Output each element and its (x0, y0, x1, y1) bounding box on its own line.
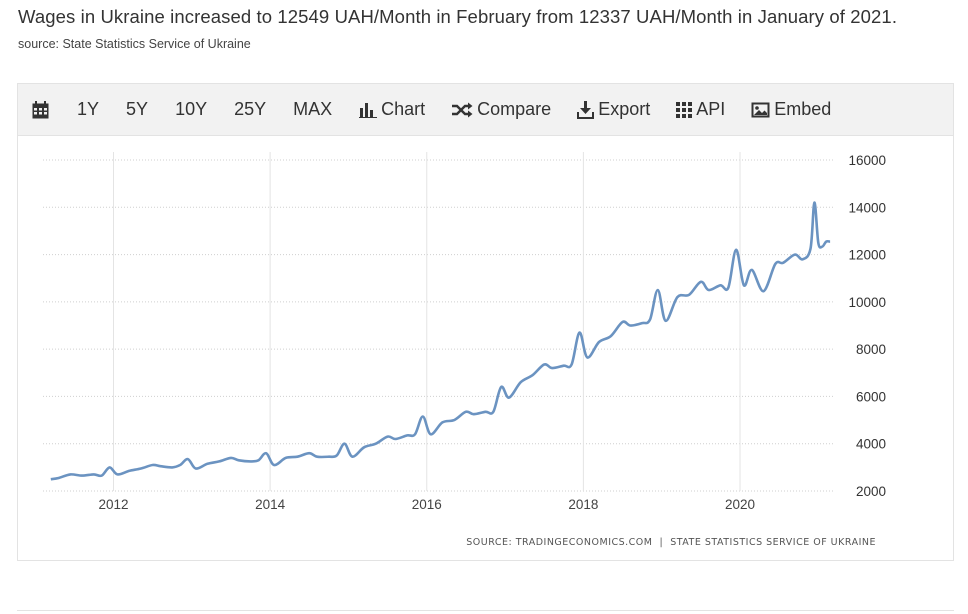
compare-button-label: Compare (477, 99, 552, 119)
chart-button[interactable]: Chart (359, 84, 425, 136)
y-tick-label: 10000 (848, 295, 886, 310)
compare-button[interactable]: Compare (451, 84, 551, 136)
range-25y-button[interactable]: 25Y (234, 99, 267, 119)
y-tick-label: 6000 (856, 389, 886, 404)
line-chart: 16000 14000 12000 10000 8000 6000 4000 2000 2012… (43, 152, 886, 512)
chart-toolbar: 1Y 5Y 10Y 25Y MAX Chart Compare Export (18, 84, 953, 136)
y-tick-label: 14000 (848, 200, 886, 215)
grid-icon (676, 101, 693, 118)
y-tick-label: 16000 (848, 153, 886, 168)
embed-button[interactable]: Embed (751, 84, 831, 136)
x-tick-label: 2020 (725, 497, 755, 512)
chart-credit: SOURCE: TRADINGECONOMICS.COM | STATE STATI… (466, 537, 876, 548)
y-tick-label: 2000 (856, 484, 886, 499)
page-title: Wages in Ukraine increased to 12549 UAH/… (18, 6, 898, 27)
image-icon (751, 102, 770, 118)
api-button-label: API (696, 99, 726, 119)
range-10y-button[interactable]: 10Y (175, 99, 208, 119)
chart-panel: 1Y 5Y 10Y 25Y MAX Chart Compare Export (17, 83, 954, 561)
x-tick-label: 2018 (568, 497, 598, 512)
credit-right: STATE STATISTICS SERVICE OF UKRAINE (670, 537, 876, 548)
series-line (50, 201, 831, 481)
range-1y-button[interactable]: 1Y (77, 99, 100, 119)
range-5y-button[interactable]: 5Y (126, 99, 149, 119)
y-tick-label: 8000 (856, 342, 886, 357)
credit-left: SOURCE: TRADINGECONOMICS.COM (466, 537, 653, 548)
credit-separator: | (659, 537, 664, 548)
export-button-label: Export (598, 99, 651, 119)
range-max-button[interactable]: MAX (293, 99, 333, 119)
bar-chart-icon (359, 101, 378, 118)
divider (17, 610, 954, 611)
chart-area: 16000 14000 12000 10000 8000 6000 4000 2000 2012… (18, 136, 953, 560)
export-button[interactable]: Export (577, 84, 650, 136)
x-tick-label: 2012 (98, 497, 128, 512)
api-button[interactable]: API (676, 84, 725, 136)
x-tick-label: 2016 (412, 497, 442, 512)
y-tick-label: 4000 (856, 437, 886, 452)
calendar-icon[interactable] (32, 84, 49, 136)
y-tick-label: 12000 (848, 248, 886, 263)
source-note: source: State Statistics Service of Ukra… (18, 37, 251, 51)
chart-button-label: Chart (381, 99, 426, 119)
embed-button-label: Embed (774, 99, 832, 119)
download-icon (577, 100, 595, 119)
shuffle-icon (451, 102, 473, 118)
x-tick-label: 2014 (255, 497, 286, 512)
